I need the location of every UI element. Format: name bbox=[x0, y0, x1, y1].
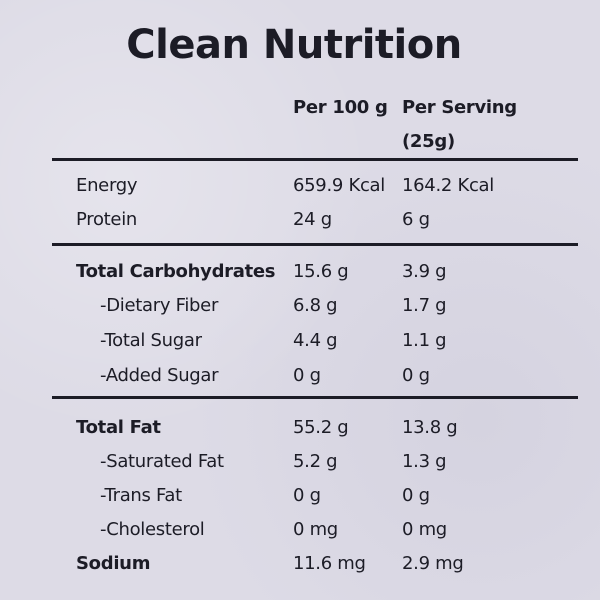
per-100g-value: 0 g bbox=[293, 485, 321, 506]
per-100g-value: 55.2 g bbox=[293, 417, 349, 438]
nutrient-label: -Cholesterol bbox=[100, 519, 205, 540]
per-100g-value: 6.8 g bbox=[293, 295, 338, 316]
per-100g-value: 0 mg bbox=[293, 519, 338, 540]
nutrient-label: Sodium bbox=[76, 553, 151, 574]
divider bbox=[52, 158, 578, 161]
per-serving-value: 3.9 g bbox=[402, 261, 447, 282]
divider bbox=[52, 396, 578, 399]
divider bbox=[52, 243, 578, 246]
nutrient-label: Energy bbox=[76, 175, 138, 196]
per-100g-value: 5.2 g bbox=[293, 451, 338, 472]
per-100g-value: 15.6 g bbox=[293, 261, 349, 282]
per-serving-value: 2.9 mg bbox=[402, 553, 464, 574]
nutrient-label: Total Carbohydrates bbox=[76, 261, 276, 282]
per-serving-value: 1.1 g bbox=[402, 330, 447, 351]
per-serving-value: 13.8 g bbox=[402, 417, 458, 438]
per-100g-value: 4.4 g bbox=[293, 330, 338, 351]
per-100g-value: 11.6 mg bbox=[293, 553, 366, 574]
nutrient-label: Total Fat bbox=[76, 417, 161, 438]
nutrient-label: -Trans Fat bbox=[100, 485, 182, 506]
per-100g-value: 659.9 Kcal bbox=[293, 175, 385, 196]
header-per-serving: Per Serving bbox=[402, 97, 517, 118]
nutrient-label: -Dietary Fiber bbox=[100, 295, 219, 316]
header-serving-size: (25g) bbox=[402, 131, 455, 152]
per-100g-value: 0 g bbox=[293, 365, 321, 386]
per-serving-value: 0 g bbox=[402, 365, 430, 386]
per-serving-value: 0 mg bbox=[402, 519, 447, 540]
nutrient-label: -Saturated Fat bbox=[100, 451, 224, 472]
per-serving-value: 6 g bbox=[402, 209, 430, 230]
per-serving-value: 1.7 g bbox=[402, 295, 447, 316]
nutrient-label: -Added Sugar bbox=[100, 365, 219, 386]
header-per-100g: Per 100 g bbox=[293, 97, 388, 118]
title: Clean Nutrition bbox=[126, 22, 462, 68]
per-100g-value: 24 g bbox=[293, 209, 332, 230]
per-serving-value: 0 g bbox=[402, 485, 430, 506]
per-serving-value: 164.2 Kcal bbox=[402, 175, 494, 196]
per-serving-value: 1.3 g bbox=[402, 451, 447, 472]
nutrient-label: Protein bbox=[76, 209, 137, 230]
nutrient-label: -Total Sugar bbox=[100, 330, 202, 351]
